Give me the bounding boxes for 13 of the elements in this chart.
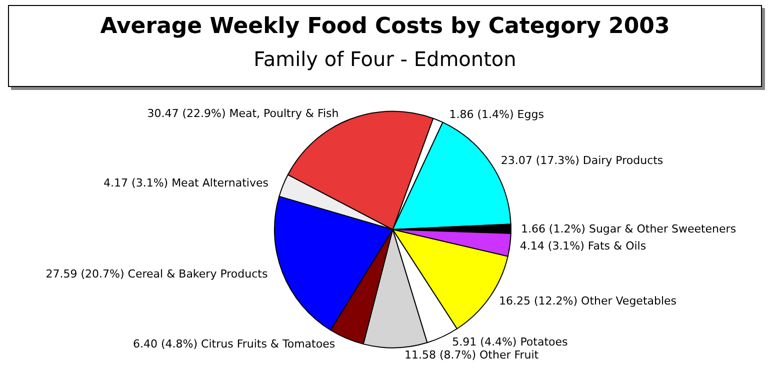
slice-label: 11.58 (8.7%) Other Fruit [404, 348, 540, 362]
slice-label: 27.59 (20.7%) Cereal & Bakery Products [46, 268, 268, 281]
slice-label: 1.66 (1.2%) Sugar & Other Sweeteners [520, 222, 736, 236]
chart-subtitle: Family of Four - Edmonton [252, 47, 518, 71]
slice-label: 4.17 (3.1%) Meat Alternatives [104, 176, 269, 190]
slice-label: 30.47 (22.9%) Meat, Poultry & Fish [147, 107, 339, 120]
chart-title: Average Weekly Food Costs by Category 2003 [99, 14, 671, 39]
slice-label: 23.07 (17.3%) Dairy Products [500, 154, 664, 167]
slice-label: 6.40 (4.8%) Citrus Fruits & Tomatoes [133, 337, 336, 350]
slice-label: 16.25 (12.2%) Other Vegetables [499, 294, 677, 308]
slice-label: 5.91 (4.4%) Potatoes [452, 336, 568, 349]
slice-label: 4.14 (3.1%) Fats & Oils [520, 239, 646, 252]
slice-label: 1.86 (1.4%) Eggs [449, 108, 544, 122]
